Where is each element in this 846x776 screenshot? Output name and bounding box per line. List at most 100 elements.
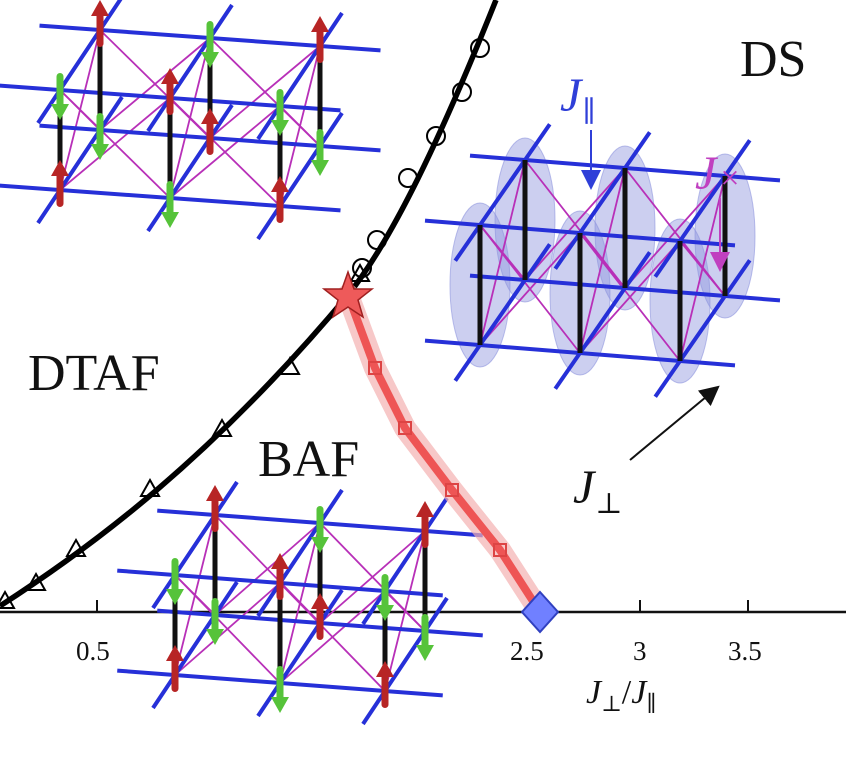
rung-bond <box>256 488 344 618</box>
multicritical-star <box>321 269 375 319</box>
upper-boundary-markers <box>352 38 490 278</box>
xlabel-num: J <box>586 674 602 711</box>
triangle-marker <box>349 262 371 282</box>
spin-arrow-head <box>376 661 394 677</box>
coupling-perp-sub: ⊥ <box>595 488 623 521</box>
spin-arrow-head <box>166 645 184 661</box>
phase-label-ds: DS <box>740 31 807 88</box>
coupling-label-perp: J⊥ <box>573 464 622 519</box>
cross-bond <box>209 45 321 139</box>
rung-bond <box>256 111 344 241</box>
spin-arrow-head <box>271 697 289 713</box>
rung-bond <box>553 131 652 270</box>
x-axis-label: J⊥/J∥ <box>586 676 657 715</box>
circle-marker <box>367 230 387 250</box>
coupling-cross-sub: × <box>720 160 740 197</box>
triangle-marker <box>211 417 233 437</box>
rung-bond <box>453 243 552 382</box>
spin-arrow-head <box>206 629 224 645</box>
rung-bond <box>146 103 234 233</box>
circle-marker <box>426 126 446 146</box>
rung-bond <box>151 580 239 710</box>
cross-bond <box>579 232 626 289</box>
coupling-cross-symbol: J <box>695 147 717 200</box>
tick-label-2-5: 2.5 <box>510 636 544 666</box>
baf-lattice <box>117 480 483 726</box>
cross-bond <box>214 522 321 616</box>
spin-arrow-head <box>311 16 329 32</box>
rung-bond <box>453 123 552 262</box>
circle-marker <box>452 82 472 102</box>
cross-bond <box>479 232 581 346</box>
coupling-parallel-symbol: J <box>560 69 582 122</box>
triangle-marker <box>0 589 16 609</box>
cross-bond <box>169 105 281 199</box>
rung-bond <box>361 496 449 626</box>
xlabel-sep: / <box>621 674 632 711</box>
tick-label-3-5: 3.5 <box>728 636 762 666</box>
rung-bond <box>151 480 239 610</box>
xlabel-den: J <box>631 674 647 711</box>
cross-bond <box>279 582 321 624</box>
circle-marker <box>470 38 490 58</box>
cross-bond <box>174 574 216 616</box>
coupling-parallel-sub: ∥ <box>582 96 596 129</box>
cross-bond <box>319 530 426 624</box>
cross-bond <box>59 89 101 131</box>
spin-arrow-head <box>271 553 289 569</box>
spin-arrow-head <box>201 52 219 68</box>
spin-arrow-head <box>416 501 434 517</box>
lower-boundary-markers <box>0 262 371 609</box>
endpoint-diamond <box>520 590 560 634</box>
coupling-perp-symbol: J <box>573 461 595 514</box>
spin-arrow-head <box>416 645 434 661</box>
spin-arrow-head <box>166 589 184 605</box>
cross-bond <box>59 97 171 191</box>
cross-bond <box>524 167 626 281</box>
coupling-label-parallel: J∥ <box>560 72 596 127</box>
rung-bond <box>653 259 752 398</box>
rung-bond <box>146 3 234 133</box>
cross-bond <box>624 175 726 289</box>
cross-bond <box>384 590 426 632</box>
cross-bond <box>174 582 281 676</box>
rung-bond <box>256 11 344 141</box>
spin-arrow-head <box>311 593 329 609</box>
cross-bond <box>99 37 211 131</box>
phase-label-baf: BAF <box>258 431 360 488</box>
tick-label-3: 3 <box>633 636 647 666</box>
cross-bond <box>479 224 526 281</box>
cross-bond <box>679 240 726 297</box>
rung-bond <box>36 95 124 225</box>
cross-bond <box>169 97 211 139</box>
triangle-marker <box>25 571 47 591</box>
cross-bond <box>279 590 386 684</box>
rung-bond <box>361 596 449 726</box>
ds-lattice <box>424 123 781 398</box>
cross-bond <box>579 240 681 354</box>
circle-marker <box>398 168 418 188</box>
square-marker <box>493 543 507 557</box>
j-perp-arrow <box>629 385 720 461</box>
spin-arrow-head <box>91 0 109 16</box>
baf-ds-transition-line <box>344 291 544 616</box>
rung-bond <box>256 588 344 718</box>
spin-arrow-head <box>51 160 69 176</box>
spin-arrow-head <box>311 160 329 176</box>
spin-arrow-head <box>201 108 219 124</box>
triangle-marker <box>139 477 161 497</box>
triangle-marker <box>65 537 87 557</box>
transition-line-markers <box>368 361 507 557</box>
spin-arrow-head <box>206 485 224 501</box>
spin-arrow-head <box>161 68 179 84</box>
spin-arrow-head <box>271 120 289 136</box>
rung-bond <box>36 0 123 125</box>
dtaf-lattice <box>0 0 381 241</box>
cross-bond <box>279 105 321 147</box>
circle-marker <box>352 258 372 278</box>
rung-bond <box>553 251 652 390</box>
coupling-label-cross: J × <box>695 150 740 198</box>
tick-label-0-5: 0.5 <box>76 636 110 666</box>
xlabel-den-sub: ∥ <box>646 690 657 716</box>
